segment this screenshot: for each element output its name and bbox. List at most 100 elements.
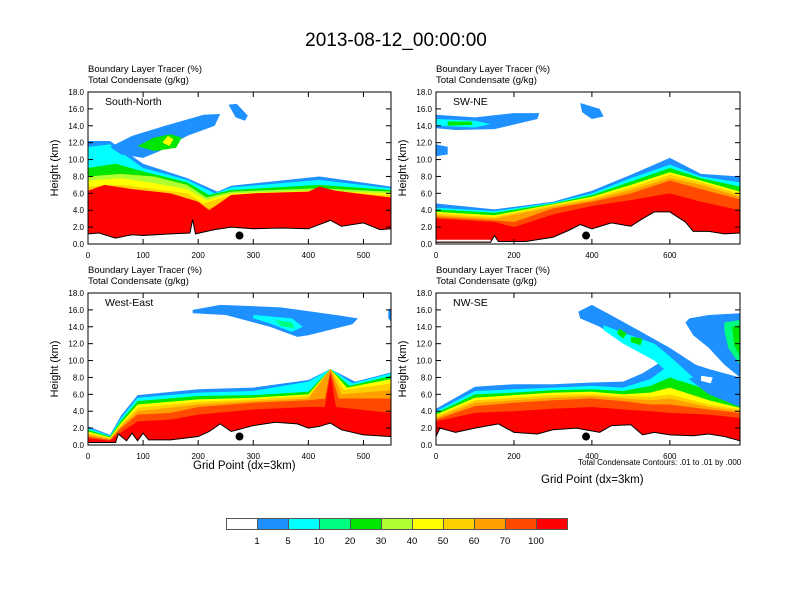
y-tick-label: 18.0: [68, 289, 84, 298]
plot-frame: [435, 91, 741, 245]
y-tick-label: 4.0: [73, 206, 85, 215]
location-marker: [582, 231, 591, 240]
y-tick-label: 6.0: [73, 189, 85, 198]
colorbar-label: 10: [313, 536, 325, 547]
panel-line2: Total Condensate (g/kg): [436, 75, 537, 86]
y-tick-label: 14.0: [416, 122, 432, 131]
x-tick-label: 600: [663, 452, 677, 461]
plot-frame: [435, 292, 741, 446]
figure-title: 2013-08-12_00:00:00: [305, 30, 487, 51]
x-tick-label: 300: [247, 251, 261, 260]
colorbar-box: [474, 518, 506, 530]
panel-nw-se: 0.0 2.0 4.0 6.0 8.0 10.0 12.0 14.0 16.0 18.0 0 200 4…: [397, 289, 741, 461]
panel-header-south-north: Boundary Layer Tracer (%) Total Condensa…: [88, 64, 202, 86]
x-tick-label: 0: [434, 452, 439, 461]
x-tick-label: 0: [86, 251, 91, 260]
colorbar-box: [412, 518, 444, 530]
colorbar-label: 70: [499, 536, 511, 547]
colorbar-box: [288, 518, 320, 530]
location-marker: [235, 231, 244, 240]
x-tick-label: 400: [585, 251, 599, 260]
y-tick-label: 8.0: [73, 172, 85, 181]
panel-line2: Total Condensate (g/kg): [88, 276, 189, 287]
y-axis-label: Height (km): [397, 341, 409, 398]
x-tick-label: 300: [247, 452, 261, 461]
cloud-region: [580, 102, 604, 120]
y-axis-label: Height (km): [397, 140, 409, 197]
y-tick-label: 14.0: [416, 323, 432, 332]
panel-header-sw-ne: Boundary Layer Tracer (%) Total Condensa…: [436, 64, 550, 86]
y-tick-label: 8.0: [421, 172, 433, 181]
y-tick-label: 16.0: [68, 306, 84, 315]
panel-header-west-east: Boundary Layer Tracer (%) Total Condensa…: [88, 265, 202, 287]
x-tick-label: 400: [302, 251, 316, 260]
x-tick-label: 200: [507, 452, 521, 461]
x-tick-label: 400: [302, 452, 316, 461]
colorbar-box: [226, 518, 258, 530]
cloud-region: [436, 144, 448, 157]
y-tick-label: 8.0: [73, 373, 85, 382]
panel-line1: Boundary Layer Tracer (%): [436, 265, 551, 276]
y-tick-label: 6.0: [421, 390, 433, 399]
panel-name: West-East: [105, 297, 153, 309]
panel-header-nw-se: Boundary Layer Tracer (%) Total Condensa…: [436, 265, 550, 287]
y-tick-label: 18.0: [416, 88, 432, 97]
y-tick-label: 4.0: [421, 206, 433, 215]
cloud-region: [630, 336, 643, 346]
y-tick-label: 2.0: [421, 424, 433, 433]
y-tick-label: 0.0: [73, 240, 85, 249]
y-tick-label: 10.0: [68, 357, 84, 366]
y-tick-label: 0.0: [421, 240, 433, 249]
panel-line2: Total Condensate (g/kg): [88, 75, 189, 86]
panel-name: SW-NE: [453, 96, 488, 108]
cloud-region: [162, 135, 174, 147]
colorbar-box: [319, 518, 351, 530]
y-tick-label: 12.0: [68, 340, 84, 349]
colorbar-label: 1: [254, 536, 260, 547]
colorbar-box: [536, 518, 568, 530]
x-tick-label: 600: [663, 251, 677, 260]
cloud-region: [701, 375, 713, 384]
contour-note: Total Condensate Contours: .01 to .01 by…: [578, 458, 742, 467]
x-tick-label: 500: [357, 251, 371, 260]
location-marker: [582, 432, 591, 441]
y-tick-label: 4.0: [421, 407, 433, 416]
y-tick-label: 6.0: [421, 189, 433, 198]
colorbar-box: [505, 518, 537, 530]
x-axis-label-nw-se: Grid Point (dx=3km): [541, 474, 644, 486]
colorbar: [226, 518, 568, 530]
terrain-outline: [88, 219, 391, 239]
panel-name: NW-SE: [453, 297, 488, 309]
y-tick-label: 16.0: [416, 105, 432, 114]
cloud-region: [228, 103, 248, 121]
colorbar-box: [381, 518, 413, 530]
terrain-outline: [88, 421, 391, 443]
x-tick-label: 200: [192, 452, 206, 461]
cloud-region: [275, 320, 295, 329]
panel-line1: Boundary Layer Tracer (%): [88, 64, 203, 75]
y-tick-label: 10.0: [416, 156, 432, 165]
cloud-region: [617, 328, 627, 339]
panel-line1: Boundary Layer Tracer (%): [88, 265, 203, 276]
colorbar-label: 60: [468, 536, 480, 547]
y-tick-label: 18.0: [416, 289, 432, 298]
cloud-region: [447, 121, 474, 126]
y-tick-label: 12.0: [416, 340, 432, 349]
y-tick-label: 12.0: [68, 139, 84, 148]
y-tick-label: 16.0: [68, 105, 84, 114]
colorbar-label: 30: [375, 536, 387, 547]
x-tick-label: 400: [585, 452, 599, 461]
colorbar-label: 50: [437, 536, 449, 547]
panel-line1: Boundary Layer Tracer (%): [436, 64, 551, 75]
y-tick-label: 14.0: [68, 122, 84, 131]
terrain: [436, 211, 740, 244]
x-tick-label: 200: [192, 251, 206, 260]
y-tick-label: 18.0: [68, 88, 84, 97]
terrain-outline: [436, 423, 740, 442]
y-tick-label: 6.0: [73, 390, 85, 399]
y-tick-label: 0.0: [421, 441, 433, 450]
colorbar-box: [257, 518, 289, 530]
colorbar-box: [443, 518, 475, 530]
colorbar-label: 5: [285, 536, 291, 547]
